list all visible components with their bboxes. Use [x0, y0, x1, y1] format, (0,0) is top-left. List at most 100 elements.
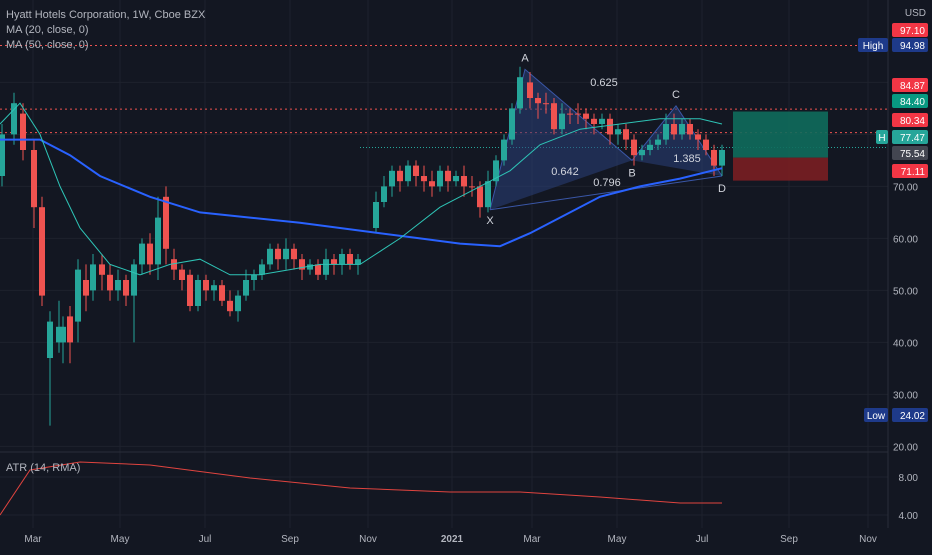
- candle: [527, 72, 533, 109]
- candle-body: [307, 264, 313, 270]
- ma20-line: [0, 102, 723, 276]
- candle-body: [445, 170, 451, 182]
- price-label-box: [892, 146, 928, 160]
- price-label-box: [892, 408, 928, 422]
- price-label-text: 84.87: [900, 81, 925, 92]
- price-tag-text: Low: [867, 411, 886, 422]
- candle-body: [663, 124, 669, 140]
- candle: [243, 269, 249, 301]
- candle-body: [115, 280, 121, 291]
- pattern-triangle-bcd: [632, 105, 722, 176]
- pattern-triangle-xab: [490, 69, 632, 210]
- candle: [75, 259, 81, 343]
- candle-body: [211, 285, 217, 291]
- candle: [83, 264, 89, 312]
- candle: [259, 259, 265, 280]
- candle: [535, 92, 541, 119]
- target-zone: [733, 111, 828, 158]
- candle: [543, 92, 549, 114]
- y-tick-label: 20.00: [893, 442, 918, 453]
- candle-body: [339, 254, 345, 265]
- candle-body: [413, 165, 419, 176]
- candle: [501, 134, 507, 166]
- candle: [623, 124, 629, 150]
- candle-body: [719, 150, 725, 166]
- candle: [195, 274, 201, 312]
- candle-body: [631, 139, 637, 156]
- candle: [477, 181, 483, 218]
- candle-body: [421, 176, 427, 182]
- candle: [307, 259, 313, 275]
- candle: [47, 311, 53, 426]
- candle: [607, 113, 613, 145]
- candle-body: [179, 269, 185, 280]
- symbol-title: Hyatt Hotels Corporation, 1W, Cboe BZX: [6, 9, 206, 21]
- price-tag-box: [858, 38, 888, 52]
- candle-body: [323, 259, 329, 275]
- candle-body: [607, 118, 613, 135]
- price-label: 97.10: [892, 23, 928, 37]
- candle: [163, 186, 169, 265]
- price-label: 84.40: [892, 94, 928, 108]
- candle-body: [687, 124, 693, 135]
- ma50-label[interactable]: MA (50, close, 0): [6, 39, 89, 51]
- candle-body: [711, 150, 717, 166]
- candle: [0, 124, 5, 187]
- candle-body: [615, 129, 621, 135]
- candle-body: [227, 300, 233, 312]
- candle-body: [90, 264, 96, 291]
- candle-body: [60, 326, 66, 343]
- ma50-line: [0, 138, 723, 248]
- price-label-text: 84.40: [900, 97, 925, 108]
- pattern-ratio: 0.796: [593, 177, 621, 189]
- candle: [719, 144, 725, 176]
- price-label-text: 24.02: [900, 411, 925, 422]
- candle-body: [31, 150, 37, 208]
- pattern-xd-line: [489, 175, 723, 211]
- x-tick-label: Sep: [281, 534, 299, 545]
- candle-body: [559, 113, 565, 130]
- x-tick-label: May: [608, 534, 627, 545]
- candle: [469, 176, 475, 197]
- ma20-label[interactable]: MA (20, close, 0): [6, 24, 89, 36]
- candle-body: [381, 186, 387, 202]
- price-label: 71.11: [892, 164, 928, 178]
- candle: [347, 248, 353, 270]
- candle-body: [83, 280, 89, 296]
- candle: [235, 290, 241, 322]
- candle-body: [291, 248, 297, 260]
- candle-body: [163, 196, 169, 249]
- candle: [115, 269, 121, 301]
- atr-tick-label: 8.00: [899, 473, 919, 484]
- candle: [397, 165, 403, 192]
- candle-body: [535, 98, 541, 104]
- candle: [155, 196, 161, 280]
- candle: [107, 264, 113, 301]
- price-label-text: 80.34: [900, 116, 925, 127]
- candle: [99, 254, 105, 291]
- candle-body: [517, 77, 523, 109]
- candle: [56, 300, 62, 353]
- candle-body: [123, 280, 129, 296]
- candle-body: [679, 124, 685, 135]
- candle-body: [139, 243, 145, 265]
- x-tick-label: 2021: [441, 534, 464, 545]
- candle-body: [171, 259, 177, 270]
- candle-body: [67, 316, 73, 343]
- candle: [211, 280, 217, 301]
- x-tick-label: Sep: [780, 534, 798, 545]
- price-tag-box: [864, 408, 888, 422]
- candle-body: [437, 170, 443, 187]
- candle-body: [11, 103, 17, 135]
- stop-zone: [733, 157, 828, 181]
- candle-body: [567, 113, 573, 115]
- candle-body: [373, 202, 379, 228]
- candle: [453, 170, 459, 187]
- atr-label[interactable]: ATR (14, RMA): [6, 462, 81, 474]
- candle-body: [355, 259, 361, 265]
- candle: [171, 248, 177, 280]
- candle: [20, 103, 26, 161]
- candle-body: [219, 285, 225, 301]
